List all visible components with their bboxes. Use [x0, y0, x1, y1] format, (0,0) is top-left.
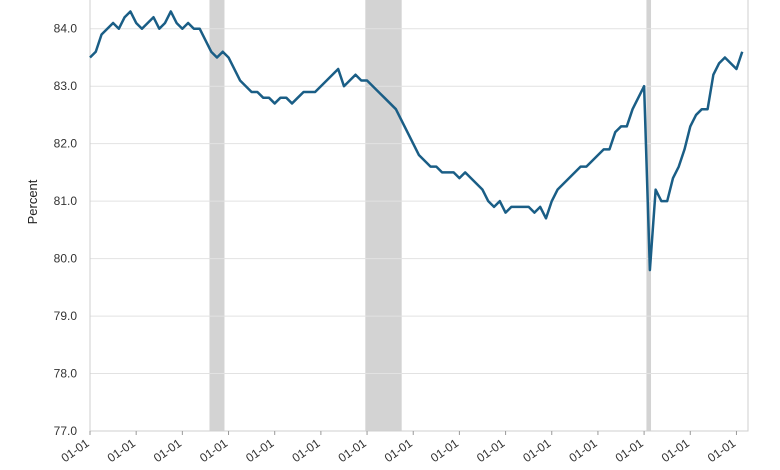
y-tick-label: 78.0	[54, 367, 78, 381]
recession-band	[209, 0, 225, 431]
x-tick-label: 01-01	[613, 436, 646, 465]
x-tick-label: 01-01	[382, 436, 415, 465]
x-tick-label: 01-01	[243, 436, 276, 465]
plot-frame	[89, 0, 749, 432]
x-tick-label: 01-01	[197, 436, 230, 465]
x-tick-label: 01-01	[520, 436, 553, 465]
x-tick-label: 01-01	[289, 436, 322, 465]
x-tick-label: 01-01	[428, 436, 461, 465]
y-tick-label: 77.0	[54, 424, 78, 438]
x-tick-label: 01-01	[474, 436, 507, 465]
x-tick-label: 01-01	[659, 436, 692, 465]
y-tick-label: 84.0	[54, 22, 78, 36]
y-axis-label: Percent	[25, 179, 40, 224]
x-tick-label: 01-01	[566, 436, 599, 465]
x-tick-label: 01-01	[105, 436, 138, 465]
y-tick-label: 79.0	[54, 309, 78, 323]
y-tick-label: 82.0	[54, 137, 78, 151]
y-tick-label: 81.0	[54, 194, 78, 208]
recession-band	[365, 0, 402, 431]
y-tick-label: 83.0	[54, 79, 78, 93]
x-tick-label: 01-01	[59, 436, 92, 465]
y-tick-label: 80.0	[54, 252, 78, 266]
data-line	[89, 10, 744, 272]
x-tick-label: 01-01	[705, 436, 738, 465]
x-tick-label: 01-01	[151, 436, 184, 465]
x-tick-label: 01-01	[336, 436, 369, 465]
